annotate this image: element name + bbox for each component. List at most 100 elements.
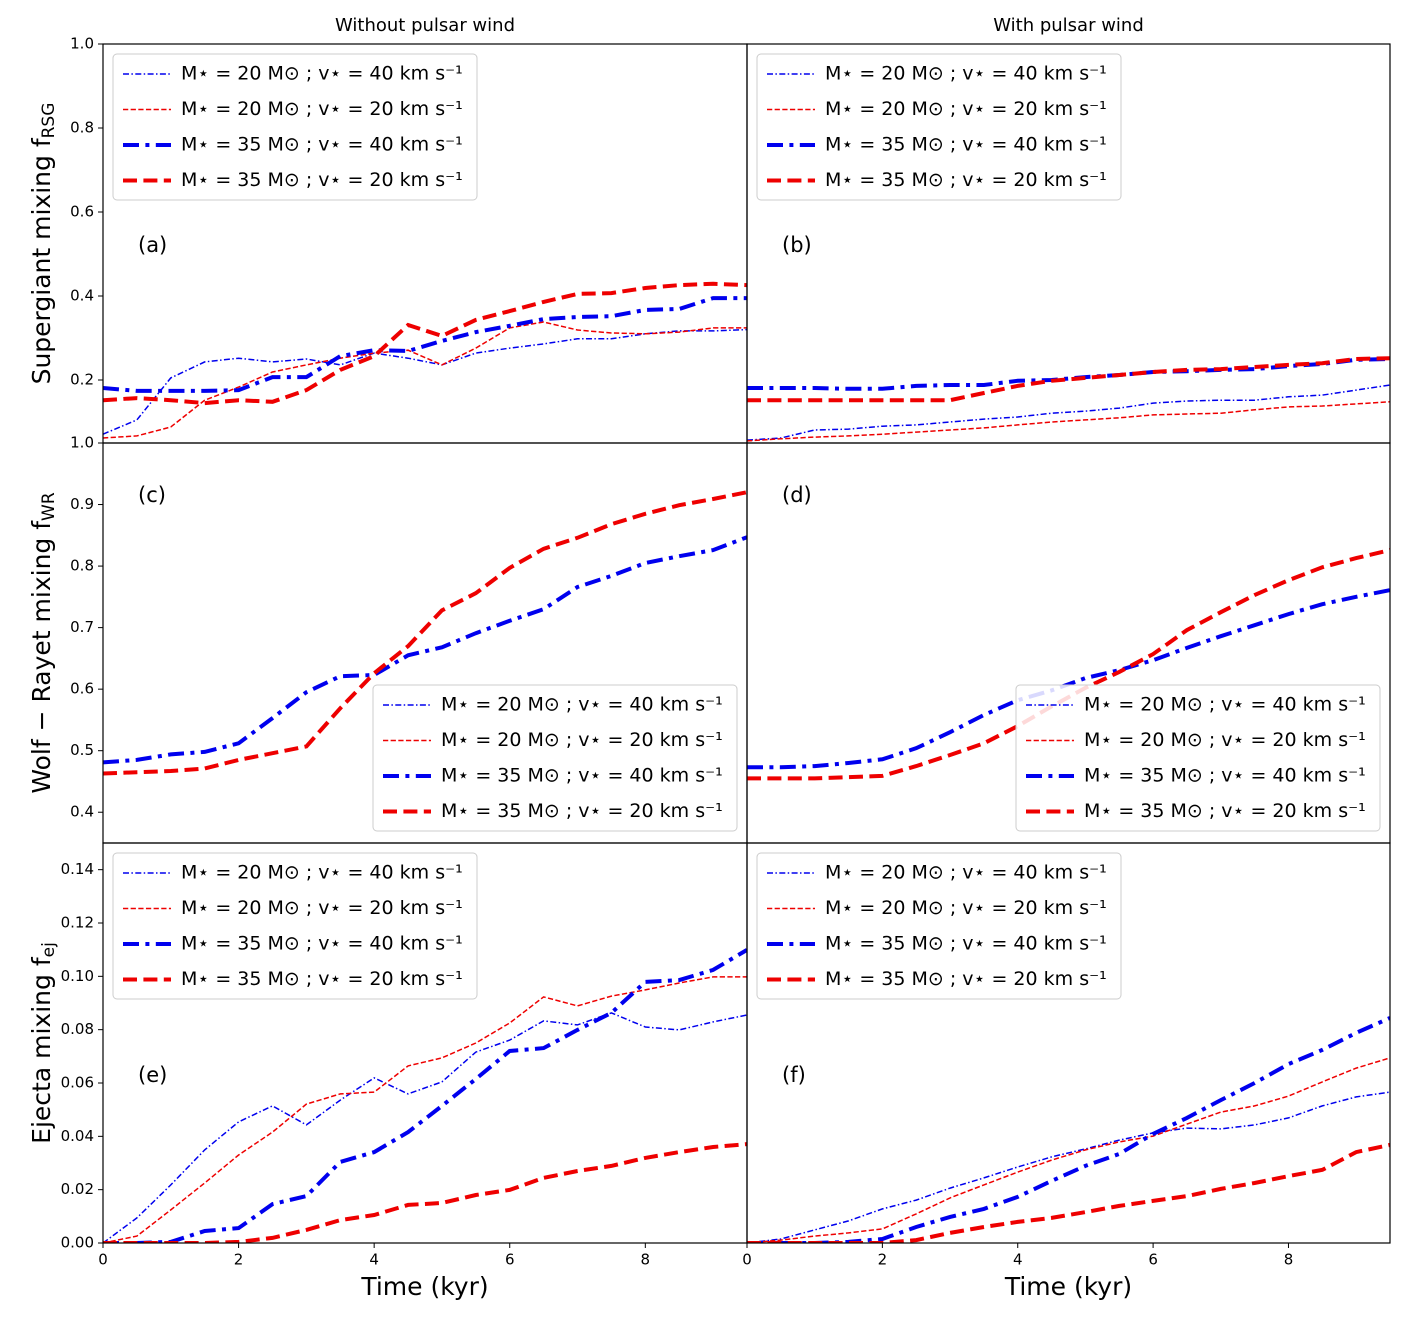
legend-box <box>112 53 478 201</box>
x-axis-label: Time (kyr) <box>1004 1272 1132 1301</box>
x-tick-label: 8 <box>1284 1251 1294 1269</box>
legend-box <box>112 852 478 1000</box>
y-axis-label: Wolf − Rayet mixing fWR <box>27 492 59 794</box>
panel-annotation: (a) <box>138 233 167 257</box>
x-tick-label: 2 <box>878 1251 888 1269</box>
panel: Without pulsar wind Supergiant mixing fRS… <box>27 15 748 444</box>
y-tick-label: 0.4 <box>70 803 94 821</box>
x-tick-label: 6 <box>1148 1251 1158 1269</box>
legend-label: M⋆ = 20 M⊙ ; v⋆ = 40 km s⁻¹ <box>1084 694 1366 716</box>
panel: Ejecta mixing fej Time (kyr) 0.00 0.02 0.04 0… <box>27 842 748 1301</box>
lines <box>103 490 747 776</box>
y-axis-label-subscript: RSG <box>39 103 59 139</box>
series-line <box>103 948 747 1243</box>
legend-box <box>372 684 738 832</box>
y-axis-label: Ejecta mixing fej <box>27 942 59 1144</box>
y-tick-label: 0.6 <box>70 203 94 221</box>
legend-label: M⋆ = 20 M⊙ ; v⋆ = 40 km s⁻¹ <box>181 63 463 85</box>
legend-label: M⋆ = 20 M⊙ ; v⋆ = 20 km s⁻¹ <box>181 897 463 919</box>
lines <box>747 1016 1390 1243</box>
legend-label: M⋆ = 35 M⊙ ; v⋆ = 20 km s⁻¹ <box>825 169 1107 191</box>
x-tick-label: 8 <box>641 1251 651 1269</box>
y-tick-label: 0.2 <box>70 371 94 389</box>
legend-label: M⋆ = 35 M⊙ ; v⋆ = 40 km s⁻¹ <box>441 765 723 787</box>
series-line <box>747 401 1390 442</box>
x-tick-label: 2 <box>234 1251 244 1269</box>
y-tick-label: 0.6 <box>70 680 94 698</box>
legend-box <box>756 53 1122 201</box>
series-line <box>103 328 747 435</box>
legend-label: M⋆ = 35 M⊙ ; v⋆ = 40 km s⁻¹ <box>181 933 463 955</box>
y-tick-label: 0.12 <box>61 914 94 932</box>
legend-label: M⋆ = 20 M⊙ ; v⋆ = 20 km s⁻¹ <box>825 897 1107 919</box>
y-tick-label: 0.4 <box>70 287 94 305</box>
panel-annotation: (d) <box>782 483 812 507</box>
y-tick-label: 0.9 <box>70 495 94 513</box>
legend-label: M⋆ = 35 M⊙ ; v⋆ = 20 km s⁻¹ <box>181 968 463 990</box>
lines <box>747 356 1390 442</box>
lines <box>103 281 747 439</box>
y-axis-label-main: Supergiant mixing f <box>27 137 56 384</box>
y-tick-label: 0.14 <box>61 860 94 878</box>
legend-label: M⋆ = 20 M⊙ ; v⋆ = 40 km s⁻¹ <box>825 63 1107 85</box>
panel-annotation: (b) <box>782 233 812 257</box>
panel-title: Without pulsar wind <box>335 15 515 36</box>
legend-label: M⋆ = 35 M⊙ ; v⋆ = 20 km s⁻¹ <box>1084 800 1366 822</box>
legend-label: M⋆ = 35 M⊙ ; v⋆ = 40 km s⁻¹ <box>825 933 1107 955</box>
series-line <box>747 384 1390 441</box>
y-tick-label: 0.08 <box>61 1020 94 1038</box>
y-tick-label: 0.8 <box>70 119 94 137</box>
panel-title: With pulsar wind <box>993 15 1144 36</box>
series-line <box>747 1091 1390 1243</box>
series-line <box>747 1057 1390 1243</box>
legend-label: M⋆ = 20 M⊙ ; v⋆ = 20 km s⁻¹ <box>825 98 1107 120</box>
panel: Wolf − Rayet mixing fWR 0.4 0.5 0.6 0.7 0.8 0.… <box>27 434 748 844</box>
y-tick-label: 0.00 <box>61 1234 94 1252</box>
y-axis-label-main: Ejecta mixing f <box>27 956 56 1144</box>
y-tick-label: 1.0 <box>70 434 94 452</box>
legend-label: M⋆ = 20 M⊙ ; v⋆ = 20 km s⁻¹ <box>1084 729 1366 751</box>
y-tick-label: 0.8 <box>70 557 94 575</box>
y-tick-label: 0.02 <box>61 1180 94 1198</box>
series-line <box>103 296 747 393</box>
panel: Time (kyr) 0 2 4 6 8 (f) M⋆ = 20 M⊙ ; v⋆ = 40 k… <box>742 842 1391 1301</box>
legend-label: M⋆ = 35 M⊙ ; v⋆ = 20 km s⁻¹ <box>441 800 723 822</box>
y-axis-label-main: Wolf − Rayet mixing f <box>27 520 56 794</box>
x-tick-label: 0 <box>98 1251 108 1269</box>
legend-label: M⋆ = 35 M⊙ ; v⋆ = 40 km s⁻¹ <box>1084 765 1366 787</box>
y-tick-label: 1.0 <box>70 35 94 53</box>
series-line <box>747 356 1390 403</box>
series-line <box>747 1142 1390 1243</box>
legend-label: M⋆ = 20 M⊙ ; v⋆ = 20 km s⁻¹ <box>441 729 723 751</box>
legend-label: M⋆ = 20 M⊙ ; v⋆ = 40 km s⁻¹ <box>181 862 463 884</box>
series-line <box>103 321 747 439</box>
legend-label: M⋆ = 35 M⊙ ; v⋆ = 20 km s⁻¹ <box>825 968 1107 990</box>
legend-box <box>756 852 1122 1000</box>
series-line <box>747 588 1390 770</box>
y-axis-label: Supergiant mixing fRSG <box>27 103 59 385</box>
legend-label: M⋆ = 20 M⊙ ; v⋆ = 40 km s⁻¹ <box>825 862 1107 884</box>
x-tick-label: 6 <box>505 1251 515 1269</box>
legend-label: M⋆ = 20 M⊙ ; v⋆ = 20 km s⁻¹ <box>181 98 463 120</box>
x-axis-label: Time (kyr) <box>360 1272 488 1301</box>
legend-label: M⋆ = 20 M⊙ ; v⋆ = 40 km s⁻¹ <box>441 694 723 716</box>
series-line <box>103 1142 747 1243</box>
series-line <box>103 1012 747 1243</box>
series-line <box>747 357 1390 391</box>
series-line <box>103 976 747 1243</box>
y-tick-label: 0.7 <box>70 618 94 636</box>
panel-annotation: (f) <box>782 1063 806 1087</box>
y-axis-label-subscript: WR <box>39 492 59 521</box>
x-tick-label: 4 <box>369 1251 379 1269</box>
series-line <box>103 490 747 776</box>
x-tick-label: 4 <box>1013 1251 1023 1269</box>
plot-frame <box>746 842 1391 1244</box>
panel: (d) M⋆ = 20 M⊙ ; v⋆ = 40 km s⁻¹ M⋆ = 20 M⊙… <box>746 442 1391 844</box>
panel-annotation: (e) <box>138 1063 167 1087</box>
y-axis-label-subscript: ej <box>39 942 59 957</box>
y-tick-label: 0.5 <box>70 741 94 759</box>
legend-label: M⋆ = 35 M⊙ ; v⋆ = 20 km s⁻¹ <box>181 169 463 191</box>
y-tick-label: 0.04 <box>61 1127 94 1145</box>
series-line <box>747 1016 1390 1243</box>
